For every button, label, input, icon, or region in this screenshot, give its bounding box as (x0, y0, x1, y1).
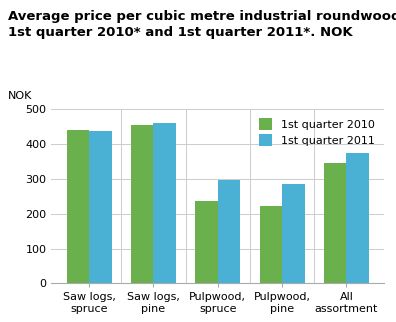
Bar (89, 131, 112, 283)
Bar (67, 130, 89, 283)
Bar (282, 184, 305, 283)
Text: Average price per cubic metre industrial roundwood for sale.
1st quarter 2010* a: Average price per cubic metre industrial… (8, 10, 396, 39)
Bar (154, 123, 176, 283)
Bar (324, 163, 346, 283)
Legend: 1st quarter 2010, 1st quarter 2011: 1st quarter 2010, 1st quarter 2011 (256, 115, 379, 149)
Bar (346, 153, 369, 283)
Bar (218, 180, 240, 283)
Bar (131, 125, 154, 283)
Bar (195, 201, 218, 283)
Bar (260, 206, 282, 283)
Text: NOK: NOK (8, 91, 32, 101)
